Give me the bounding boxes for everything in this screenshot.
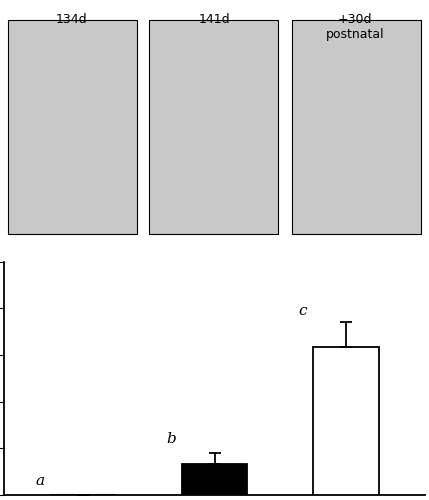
Bar [292, 20, 420, 234]
Text: 134d: 134d [56, 12, 88, 26]
Bar [9, 20, 137, 234]
Text: 141d: 141d [199, 12, 230, 26]
Text: b: b [166, 432, 176, 446]
Text: c: c [298, 304, 307, 318]
Bar [149, 20, 278, 234]
Text: a: a [35, 474, 44, 488]
Text: +30d
postnatal: +30d postnatal [326, 12, 385, 40]
Bar [181, 464, 248, 495]
Bar [313, 347, 379, 495]
